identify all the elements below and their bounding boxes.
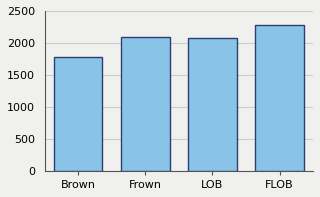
Bar [255, 25, 304, 171]
Bar [121, 37, 170, 171]
Bar [54, 57, 102, 171]
Bar [188, 38, 236, 171]
